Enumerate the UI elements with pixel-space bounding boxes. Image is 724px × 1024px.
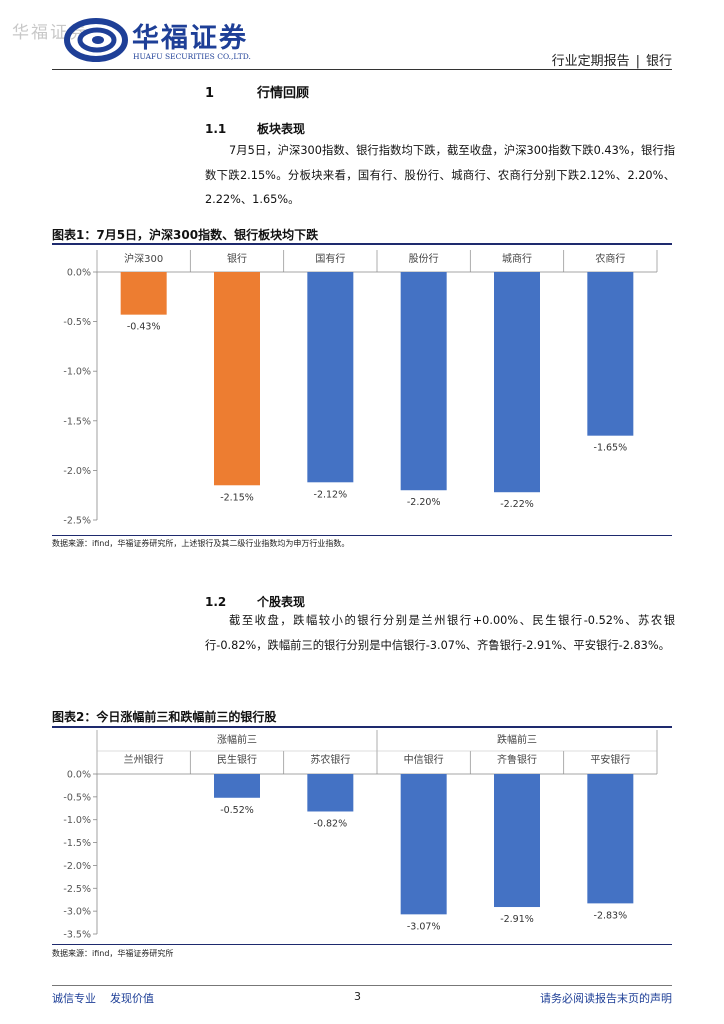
paragraph-sector-performance: 7月5日，沪深300指数、银行指数均下跌，截至收盘，沪深300指数下跌0.43%… xyxy=(205,144,675,206)
figure1-title: 图表1：7月5日，沪深300指数、银行板块均下跌 xyxy=(52,228,319,242)
group-label: 跌幅前三 xyxy=(497,733,537,746)
figure1-source: 数据来源：ifind，华福证券研究所，上述银行及其二级行业指数均为申万行业指数。 xyxy=(52,539,350,548)
figure2-bottom-rule xyxy=(52,944,672,945)
paragraph-stock-performance: 截至收盘，跌幅较小的银行分别是兰州银行+0.00%、民生银行-0.52%、苏农银… xyxy=(205,614,675,652)
footer-slogan-2: 发现价值 xyxy=(110,992,154,1005)
category-label: 城商行 xyxy=(502,252,532,265)
footer-disclaimer: 请务必阅读报告末页的声明 xyxy=(540,992,672,1005)
y-tick-label: -2.5% xyxy=(63,516,91,527)
data-label: -0.52% xyxy=(220,805,254,816)
figure1-chart: 0.0% -0.5% -1.0% -1.5% -2.0% -2.5% 沪深300 -0.43%… xyxy=(63,250,658,527)
company-logo: 华福证券 HUAFU SECURITIES CO.,LTD. xyxy=(64,16,264,68)
category-label: 国有行 xyxy=(315,252,345,265)
footer-slogan: 诚信专业 发现价值 xyxy=(52,990,154,1006)
bar-平安银行 xyxy=(587,774,634,904)
bar-中信银行 xyxy=(400,774,447,915)
section-title: 行情回顾 xyxy=(257,86,310,101)
section-heading: 1 行情回顾 xyxy=(205,82,309,101)
data-label: -2.20% xyxy=(407,497,441,508)
group-label: 涨幅前三 xyxy=(217,733,257,746)
logo-chinese-name: 华福证券 xyxy=(132,23,248,54)
figure2-chart: 涨幅前三 跌幅前三 0.0% -0.5% -1.0% -1.5% -2.0% -2.5% -3.… xyxy=(63,730,658,941)
logo-swirl-icon xyxy=(64,18,128,62)
y-tick-label: -1.5% xyxy=(63,838,91,849)
bar-齐鲁银行 xyxy=(494,774,540,908)
logo-english-name: HUAFU SECURITIES CO.,LTD. xyxy=(133,52,251,61)
y-tick-label: -3.5% xyxy=(63,930,91,941)
y-tick-label: -2.0% xyxy=(63,861,91,872)
category-label: 平安银行 xyxy=(590,753,630,766)
bar-民生银行 xyxy=(214,774,260,798)
category-label: 股份行 xyxy=(409,252,439,265)
header-divider xyxy=(52,69,672,70)
industry-label: 银行 xyxy=(645,54,672,69)
bar-国有行 xyxy=(307,272,354,483)
bar-沪深300 xyxy=(120,272,167,315)
data-label: -2.22% xyxy=(500,499,534,510)
figure2-source: 数据来源：ifind，华福证券研究所 xyxy=(52,949,174,958)
figure1-top-rule xyxy=(52,243,672,245)
data-label: -2.91% xyxy=(500,914,534,925)
figure2-top-rule xyxy=(52,726,672,728)
subsection-heading: 1.2 个股表现 xyxy=(205,593,305,610)
subsection-title: 板块表现 xyxy=(257,122,306,136)
category-label: 农商行 xyxy=(595,252,625,265)
subsection-title: 个股表现 xyxy=(257,595,306,609)
data-label: -0.43% xyxy=(127,322,161,333)
header-report-info: 行业定期报告 | 银行 xyxy=(552,50,672,69)
category-label: 沪深300 xyxy=(124,252,163,265)
bar-银行 xyxy=(214,272,260,486)
figure1-bottom-rule xyxy=(52,535,672,536)
y-tick-label: -1.0% xyxy=(63,367,91,378)
category-label: 苏农银行 xyxy=(310,753,350,766)
subsection-number: 1.2 xyxy=(205,595,227,609)
bar-城商行 xyxy=(494,272,540,493)
data-label: -1.65% xyxy=(594,443,628,454)
y-tick-label: -1.5% xyxy=(63,416,91,427)
category-label: 银行 xyxy=(227,252,247,265)
y-tick-label: -0.5% xyxy=(63,792,91,803)
data-label: -0.82% xyxy=(314,818,348,829)
header-separator: | xyxy=(635,54,640,69)
page-number: 3 xyxy=(354,990,361,1003)
y-tick-label: -2.0% xyxy=(63,466,91,477)
data-label: -2.12% xyxy=(314,489,348,500)
subsection-heading: 1.1 板块表现 xyxy=(205,120,305,137)
bar-苏农银行 xyxy=(307,774,354,812)
report-type: 行业定期报告 xyxy=(551,54,630,69)
category-label: 中信银行 xyxy=(404,753,444,766)
subsection-number: 1.1 xyxy=(205,122,227,136)
y-tick-label: 0.0% xyxy=(67,268,91,279)
y-tick-label: -1.0% xyxy=(63,815,91,826)
y-tick-label: -3.0% xyxy=(63,907,91,918)
figure2-title: 图表2：今日涨幅前三和跌幅前三的银行股 xyxy=(52,710,277,724)
data-label: -3.07% xyxy=(407,921,441,932)
data-label: -2.15% xyxy=(220,492,254,503)
category-label: 兰州银行 xyxy=(124,753,164,766)
category-label: 齐鲁银行 xyxy=(497,753,537,766)
bar-股份行 xyxy=(400,272,447,491)
section-number: 1 xyxy=(205,86,215,101)
y-tick-label: -0.5% xyxy=(63,317,91,328)
bar-农商行 xyxy=(587,272,634,436)
footer-divider xyxy=(52,985,672,986)
category-label: 民生银行 xyxy=(217,753,257,766)
data-label: -2.83% xyxy=(594,910,628,921)
footer-slogan-1: 诚信专业 xyxy=(52,992,96,1005)
y-tick-label: 0.0% xyxy=(67,770,91,781)
y-tick-label: -2.5% xyxy=(63,884,91,895)
